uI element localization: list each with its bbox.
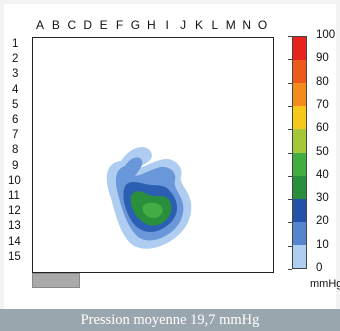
pressure-color-scale [292, 36, 307, 269]
column-label: O [257, 18, 268, 32]
row-label: 9 [12, 159, 19, 172]
row-label: 13 [8, 220, 21, 233]
row-label: 8 [12, 144, 19, 157]
row-label: 3 [12, 68, 19, 81]
column-label: L [211, 18, 219, 32]
scroll-thumb[interactable] [32, 273, 80, 288]
column-label: F [115, 18, 124, 32]
column-label: B [51, 18, 60, 32]
column-label: A [35, 18, 44, 32]
scale-segment [293, 129, 306, 153]
column-label: D [83, 18, 93, 32]
column-label: H [146, 18, 156, 32]
scale-tick [288, 269, 292, 270]
column-label: I [165, 18, 169, 32]
column-label: G [130, 18, 141, 32]
column-label: M [225, 18, 236, 32]
scale-label: 90 [316, 52, 329, 65]
pressure-region-50 [142, 202, 163, 218]
pressure-heatmap [106, 146, 192, 249]
figure-caption: Pression moyenne 19,7 mmHg [0, 309, 340, 331]
scale-label: 30 [316, 192, 329, 205]
scale-tick [288, 152, 292, 154]
row-label: 2 [12, 53, 19, 66]
column-label: K [194, 18, 203, 32]
scale-tick [288, 245, 292, 247]
scale-label: 40 [316, 168, 329, 181]
row-label: 10 [8, 174, 21, 187]
row-label: 1 [12, 38, 19, 50]
scale-tick [288, 199, 292, 201]
scale-segment [293, 37, 306, 61]
scale-tick [288, 105, 292, 107]
scale-label: 50 [316, 145, 329, 158]
row-label: 6 [12, 114, 19, 126]
scale-label: 100 [316, 29, 336, 41]
row-label: 11 [8, 190, 20, 202]
row-label: 14 [8, 235, 21, 248]
row-label: 12 [8, 205, 21, 218]
row-label: 4 [12, 83, 19, 96]
scale-tick [288, 82, 292, 84]
scale-label: 0 [316, 262, 323, 274]
scale-segment [293, 152, 306, 177]
scale-segment [293, 60, 306, 84]
scale-label: 60 [316, 122, 329, 135]
pressure-map-plot [32, 37, 274, 273]
scale-unit: mmHg [310, 278, 340, 290]
column-label: E [99, 18, 108, 32]
scale-segment [293, 106, 306, 130]
scale-label: 20 [316, 215, 329, 228]
scale-tick [288, 36, 292, 37]
row-label: 15 [8, 250, 21, 263]
scale-label: 80 [316, 75, 329, 88]
scale-label: 70 [316, 98, 329, 111]
scale-tick [288, 59, 292, 61]
scale-tick [288, 129, 292, 131]
row-label: 7 [12, 129, 19, 142]
column-label: J [180, 18, 187, 32]
column-label: C [67, 18, 77, 32]
scale-label: 10 [316, 238, 329, 251]
scale-segment [293, 221, 306, 246]
column-label: N [242, 18, 252, 32]
row-label: 5 [12, 98, 19, 111]
scale-segment [293, 198, 306, 223]
scale-tick [288, 222, 292, 224]
scale-tick [288, 175, 292, 177]
scale-segment [293, 83, 306, 107]
scale-segment [293, 175, 306, 200]
scale-segment [293, 244, 306, 268]
